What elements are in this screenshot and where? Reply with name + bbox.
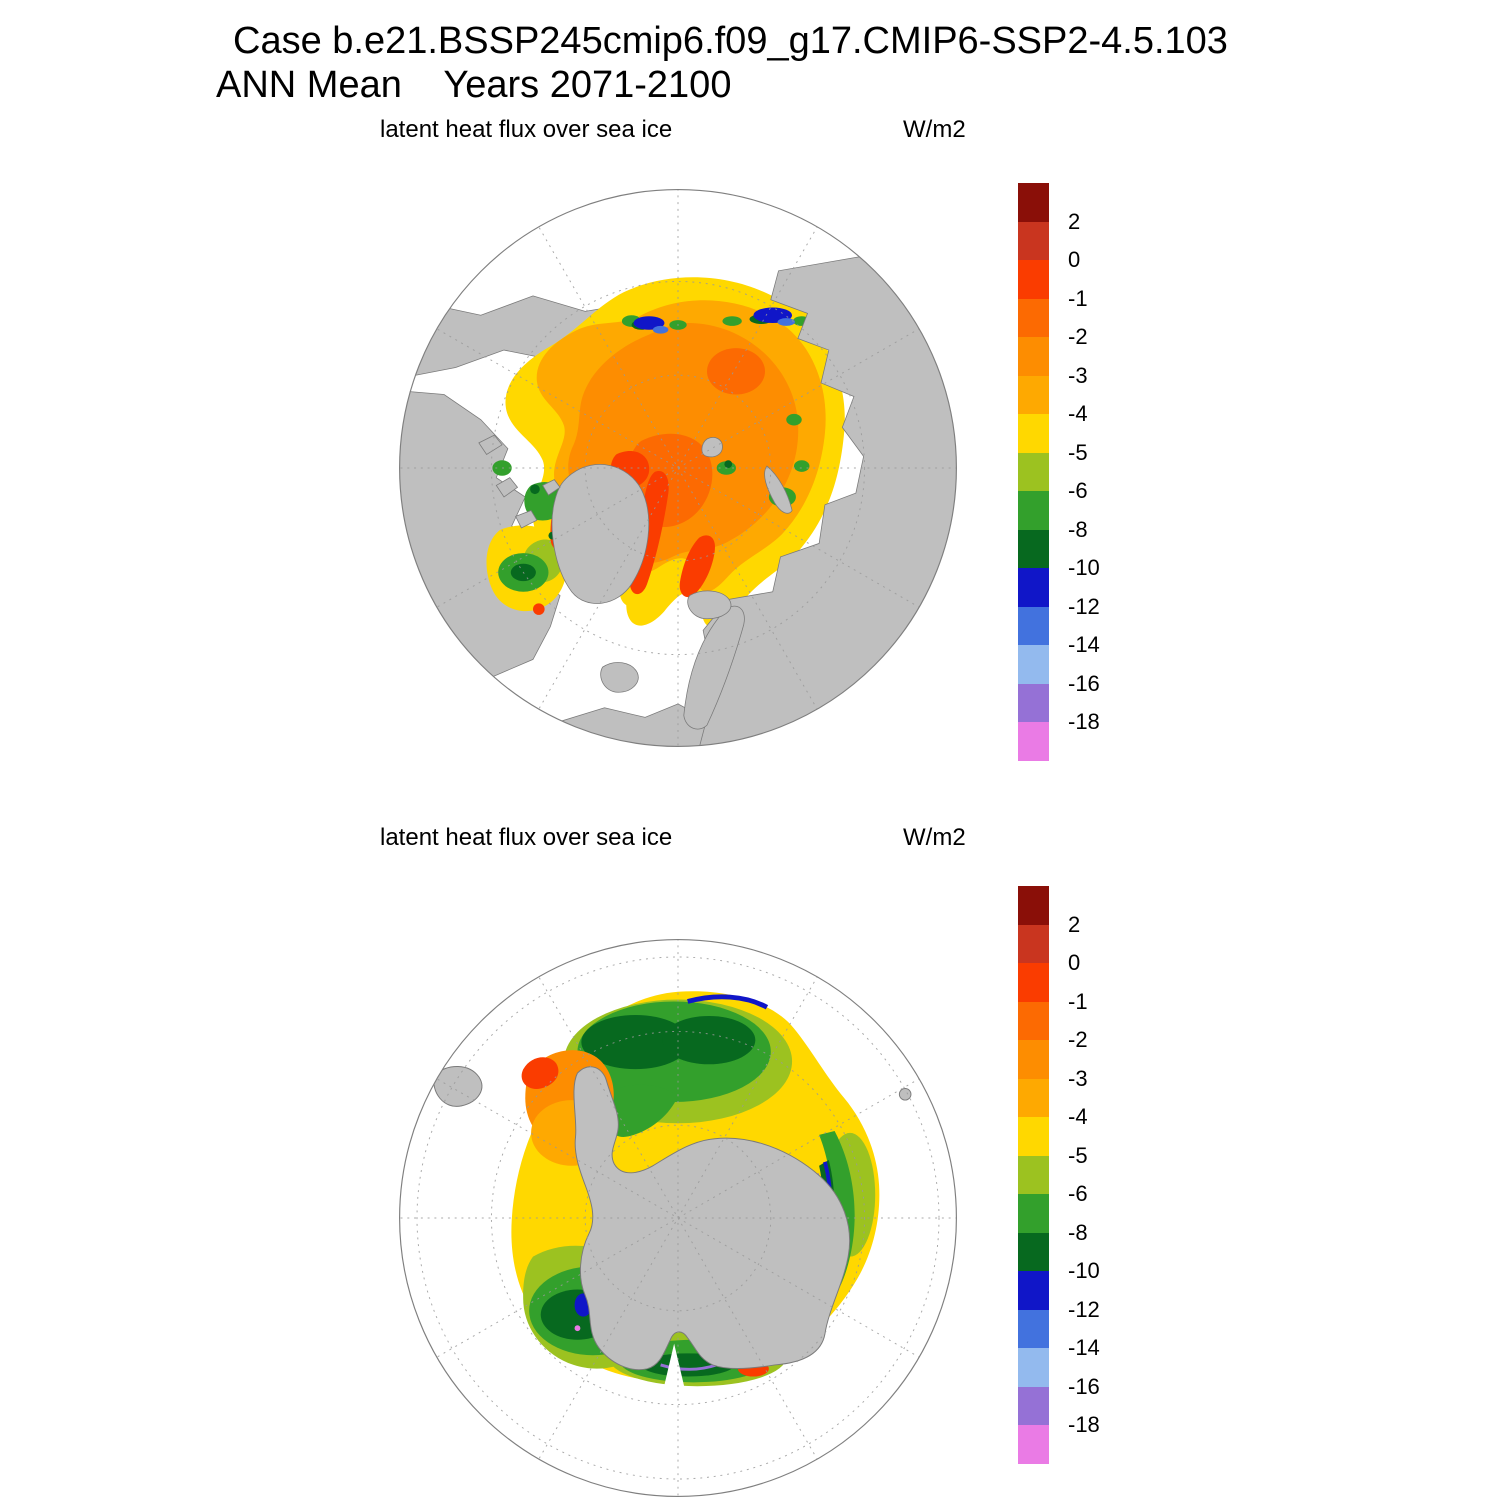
colorbar-cell	[1018, 1155, 1049, 1195]
land-svalbard	[701, 437, 723, 458]
colorbar: 2 0 -1 -2 -3 -4 -5 -6 -8 -10 -12 -14 -16 -18	[1018, 183, 1100, 761]
colorbar-labels: 2 0 -1 -2 -3 -4 -5 -6 -8 -10 -12 -14 -16 -18	[1068, 183, 1148, 761]
north-map-outline	[399, 189, 957, 747]
land-archipelago-2	[495, 477, 519, 498]
colorbar-cell	[1018, 924, 1049, 964]
colorbar-cell	[1018, 1001, 1049, 1041]
colorbar-cell	[1018, 886, 1049, 925]
colorbar-tick-label: -1	[1068, 988, 1088, 1014]
colorbar-tick-label: -12	[1068, 593, 1100, 619]
colorbar-cell	[1018, 645, 1049, 684]
colorbar: 2 0 -1 -2 -3 -4 -5 -6 -8 -10 -12 -14 -16 -18	[1018, 886, 1100, 1464]
colorbar-tick-label: -6	[1068, 1181, 1088, 1207]
colorbar-tick-label: -14	[1068, 632, 1100, 658]
case-title: Case b.e21.BSSP245cmip6.f09_g17.CMIP6-SS…	[233, 20, 1228, 62]
colorbar-cell	[1018, 1309, 1049, 1349]
colorbar-tick-label: -1	[1068, 285, 1088, 311]
colorbar-tick-label: 0	[1068, 247, 1081, 273]
colorbar-tick-label: -16	[1068, 1373, 1100, 1399]
colorbar-tick-label: -3	[1068, 362, 1088, 388]
land-scandinavia	[683, 605, 745, 730]
colorbar-tick-label: -18	[1068, 709, 1100, 735]
north-graticule	[399, 189, 957, 747]
colorbar-cell	[1018, 1117, 1049, 1156]
ross-sea-gap	[643, 1343, 706, 1476]
colorbar-cell	[1018, 568, 1049, 607]
colorbar-cell	[1018, 337, 1049, 376]
colorbar-cell	[1018, 1425, 1049, 1464]
colorbar-tick-label: -5	[1068, 439, 1088, 465]
colorbar-cells	[1018, 886, 1049, 1464]
colorbar-cell	[1018, 298, 1049, 338]
colorbar-cell	[1018, 1271, 1049, 1310]
land-archipelago-4	[542, 479, 561, 496]
colorbar-cell	[1018, 375, 1049, 415]
colorbar-tick-label: -5	[1068, 1142, 1088, 1168]
colorbar-cell	[1018, 260, 1049, 299]
mean-years-subtitle: ANN Mean Years 2071-2100	[216, 64, 732, 106]
colorbar-tick-label: 2	[1068, 911, 1081, 937]
land-patagonia	[433, 1065, 483, 1107]
land-archipelago-1	[478, 434, 503, 455]
colorbar-tick-label: -2	[1068, 1027, 1088, 1053]
colorbar-cell	[1018, 1194, 1049, 1233]
south-graticule	[399, 939, 957, 1497]
land-britain	[600, 662, 639, 693]
north-polar-map	[399, 189, 957, 747]
colorbar-tick-label: -3	[1068, 1065, 1088, 1091]
colorbar-tick-label: -12	[1068, 1296, 1100, 1322]
colorbar-cell	[1018, 1078, 1049, 1118]
colorbar-tick-label: -2	[1068, 324, 1088, 350]
colorbar-tick-label: -14	[1068, 1335, 1100, 1361]
ice-blue-edge-top	[687, 994, 769, 1010]
south-map-outline	[399, 939, 957, 1497]
colorbar-cell	[1018, 452, 1049, 492]
land-archipelago-3	[515, 510, 538, 529]
land-iceland	[687, 590, 732, 620]
colorbar-labels: 2 0 -1 -2 -3 -4 -5 -6 -8 -10 -12 -14 -16 -18	[1068, 886, 1148, 1464]
colorbar-tick-label: 0	[1068, 950, 1081, 976]
colorbar-cell	[1018, 963, 1049, 1002]
south-polar-map	[399, 939, 957, 1497]
colorbar-tick-label: -6	[1068, 478, 1088, 504]
colorbar-cell	[1018, 414, 1049, 453]
colorbar-tick-label: 2	[1068, 208, 1081, 234]
colorbar-cell	[1018, 1040, 1049, 1079]
south-panel-units-label: W/m2	[903, 824, 966, 851]
colorbar-tick-label: -4	[1068, 1104, 1088, 1130]
colorbar-cell	[1018, 1232, 1049, 1272]
colorbar-cell	[1018, 221, 1049, 261]
colorbar-tick-label: -18	[1068, 1412, 1100, 1438]
colorbar-cell	[1018, 722, 1049, 761]
ice-violet-coast-bottom	[660, 1363, 718, 1371]
colorbar-tick-label: -10	[1068, 555, 1100, 581]
land-antarctica	[573, 1066, 851, 1371]
colorbar-cell	[1018, 1386, 1049, 1426]
land-greenland	[551, 464, 650, 604]
colorbar-cell	[1018, 683, 1049, 723]
colorbar-tick-label: -8	[1068, 516, 1088, 542]
south-landmass	[433, 1065, 912, 1371]
colorbar-cell	[1018, 491, 1049, 530]
colorbar-cell	[1018, 606, 1049, 646]
colorbar-tick-label: -8	[1068, 1219, 1088, 1245]
colorbar-tick-label: -16	[1068, 670, 1100, 696]
colorbar-cell	[1018, 529, 1049, 569]
colorbar-tick-label: -4	[1068, 401, 1088, 427]
north-panel-variable-label: latent heat flux over sea ice	[380, 116, 673, 143]
colorbar-tick-label: -10	[1068, 1258, 1100, 1284]
colorbar-cells	[1018, 183, 1049, 761]
land-novaya-zemlya	[764, 465, 793, 514]
colorbar-cell	[1018, 1348, 1049, 1387]
ice-mid-blue	[652, 318, 795, 334]
land-island-right	[898, 1087, 912, 1101]
bering-sea	[602, 189, 700, 306]
colorbar-cell	[1018, 183, 1049, 222]
south-panel-variable-label: latent heat flux over sea ice	[380, 824, 673, 851]
north-panel-units-label: W/m2	[903, 116, 966, 143]
